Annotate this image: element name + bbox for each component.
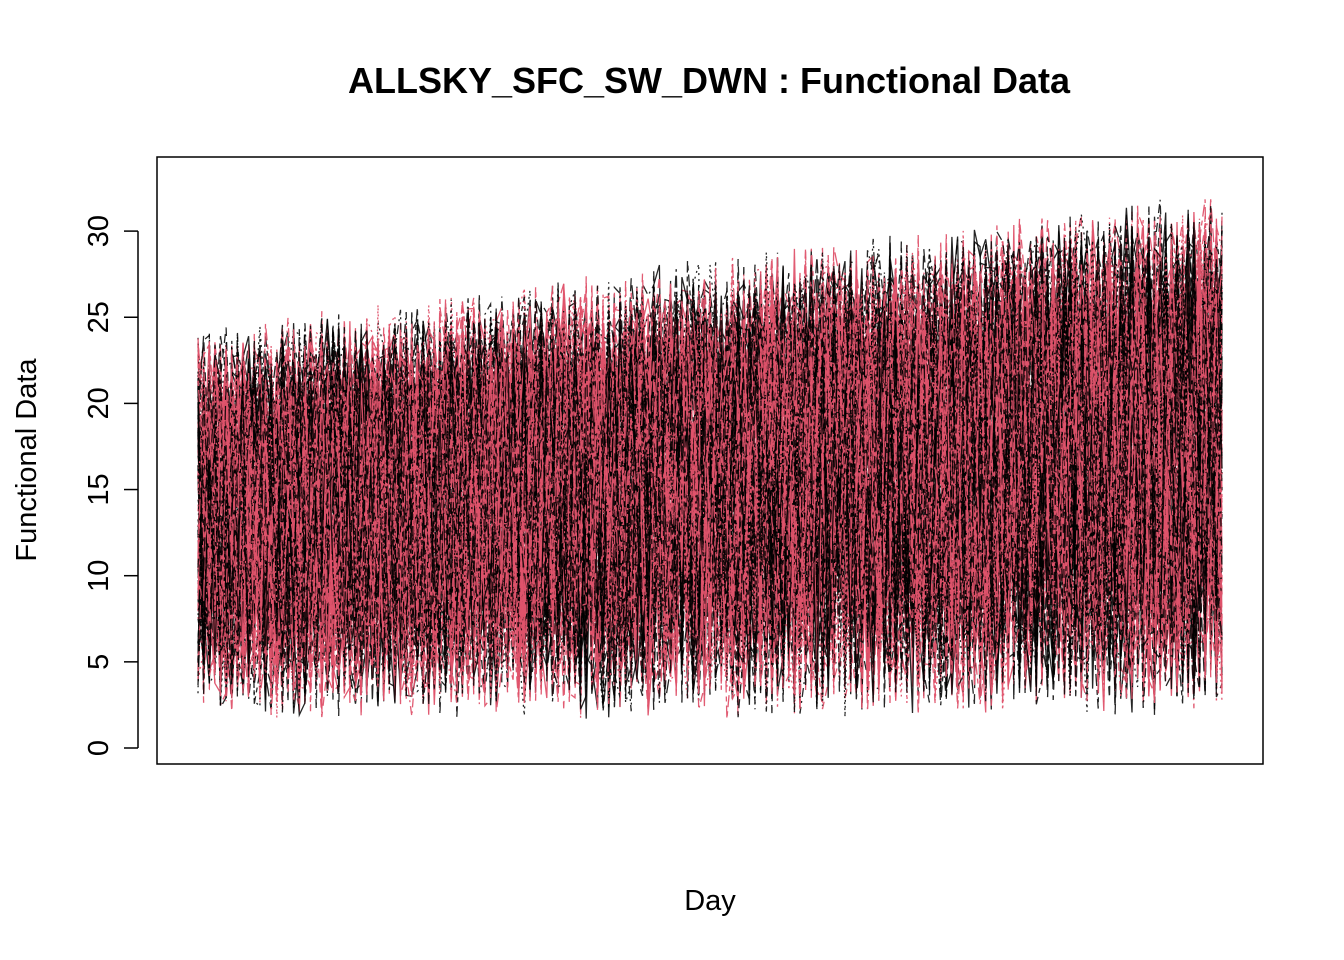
y-axis-label: Functional Data — [11, 358, 43, 562]
y-tick-label: 25 — [83, 301, 115, 333]
series-line — [197, 226, 1223, 704]
y-tick-label: 5 — [83, 654, 115, 670]
series-line — [197, 257, 1223, 699]
y-tick-label: 30 — [83, 215, 115, 247]
series-line — [197, 212, 1223, 704]
plot-frame — [156, 156, 1264, 765]
series-line — [197, 205, 1223, 699]
y-tick-label: 20 — [83, 387, 115, 419]
series-layer — [197, 199, 1223, 719]
y-tick-label: 10 — [83, 560, 115, 592]
series-line — [197, 225, 1223, 694]
y-tick-label: 0 — [83, 740, 115, 756]
series-line — [197, 226, 1223, 718]
chart-title: ALLSKY_SFC_SW_DWN : Functional Data — [348, 60, 1071, 101]
series-line — [197, 216, 1223, 703]
series-line — [197, 230, 1223, 710]
y-axis: 0 5 10 15 20 25 30 — [83, 215, 139, 756]
series-line — [197, 218, 1223, 710]
y-tick-label: 15 — [83, 473, 115, 505]
x-axis-label: Day — [684, 885, 736, 917]
